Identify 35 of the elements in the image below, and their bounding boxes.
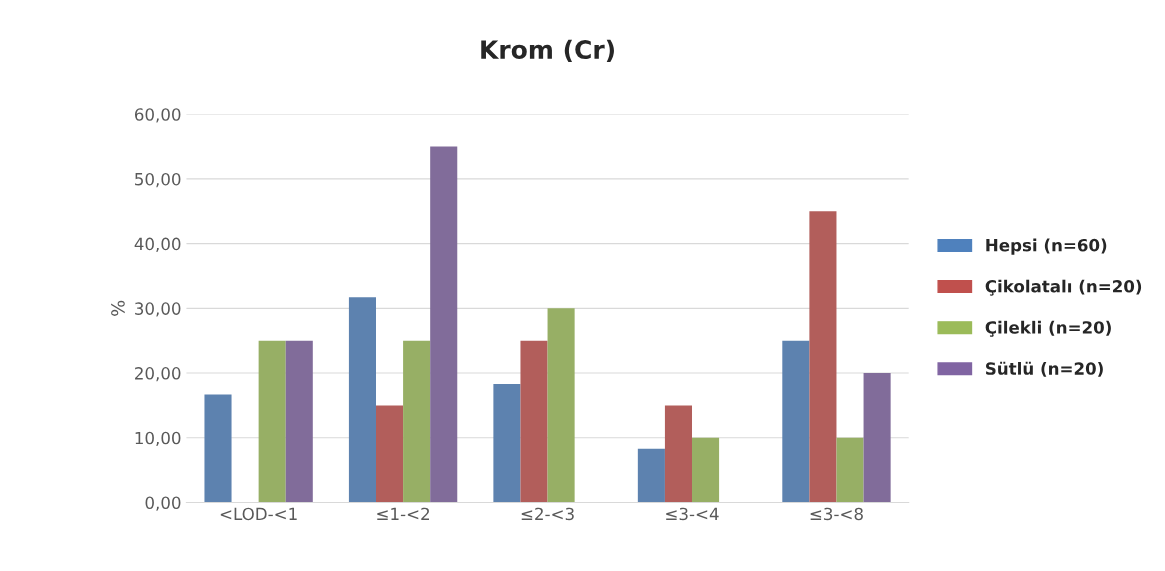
- bar: [403, 340, 431, 503]
- y-tick-label: 20,00: [135, 367, 181, 382]
- bar: [637, 448, 665, 503]
- y-tick-label: 10,00: [135, 431, 181, 447]
- bar: [348, 297, 376, 503]
- bar: [664, 405, 693, 503]
- bar: [547, 308, 575, 503]
- x-tick-label: ≤3-<4: [666, 507, 719, 521]
- x-tick-label: ≤1-<2: [377, 507, 429, 521]
- legend-label: Çilekli (n=20): [985, 320, 1111, 337]
- y-tick-label: 40,00: [134, 237, 181, 252]
- y-axis-title: %: [111, 300, 125, 316]
- legend-label: Çikolatalı (n=20): [985, 279, 1142, 296]
- bar: [782, 340, 810, 503]
- bar: [376, 405, 404, 503]
- x-tick-label: <LOD-<1: [220, 507, 297, 521]
- y-tick-label: 60,00: [134, 108, 181, 123]
- bar: [809, 211, 837, 503]
- y-tick-label: 30,00: [135, 302, 181, 317]
- bar: [493, 384, 521, 503]
- legend-label: Hepsi (n=60): [986, 238, 1107, 255]
- x-tick-label: ≤2-<3: [521, 507, 574, 521]
- bar: [836, 437, 864, 503]
- bar: [258, 340, 286, 503]
- bar: [520, 340, 548, 503]
- legend-label: Sütlü (n=20): [986, 361, 1103, 377]
- chart-title: Krom (Cr): [481, 39, 614, 62]
- bar: [204, 394, 232, 503]
- bar: [285, 340, 313, 503]
- bar: [863, 373, 891, 503]
- bar: [692, 437, 720, 503]
- y-tick-label: 50,00: [135, 172, 181, 188]
- bar: [430, 146, 458, 503]
- y-tick-label: 0,00: [145, 496, 181, 511]
- x-tick-label: ≤3-<8: [810, 507, 863, 521]
